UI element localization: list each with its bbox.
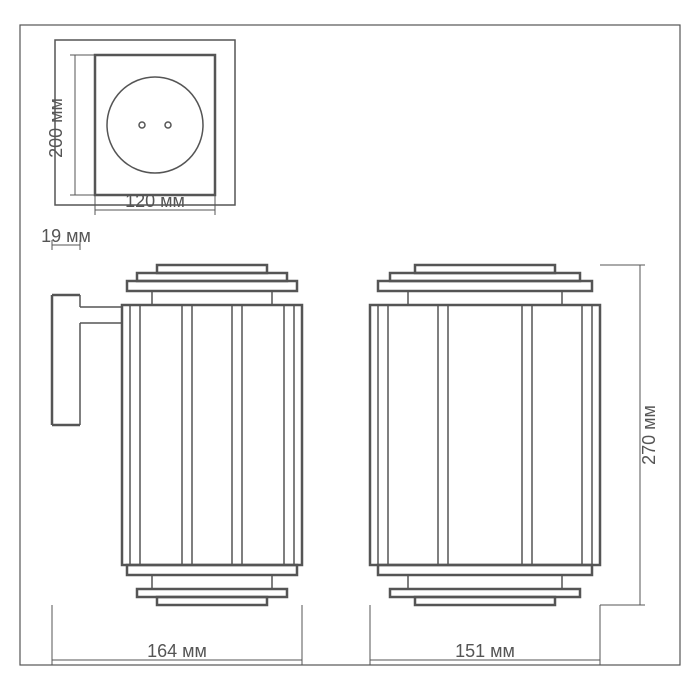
svg-text:270 мм: 270 мм <box>639 405 659 465</box>
svg-text:200 мм: 200 мм <box>46 98 66 158</box>
svg-text:151 мм: 151 мм <box>455 641 515 661</box>
diagram-container: 200 мм 120 мм 19 мм 164 мм 151 мм 270 мм <box>0 0 700 700</box>
technical-drawing: 200 мм 120 мм 19 мм 164 мм 151 мм 270 мм <box>0 0 700 700</box>
svg-text:164 мм: 164 мм <box>147 641 207 661</box>
svg-text:19 мм: 19 мм <box>41 226 91 246</box>
svg-text:120 мм: 120 мм <box>125 191 185 211</box>
